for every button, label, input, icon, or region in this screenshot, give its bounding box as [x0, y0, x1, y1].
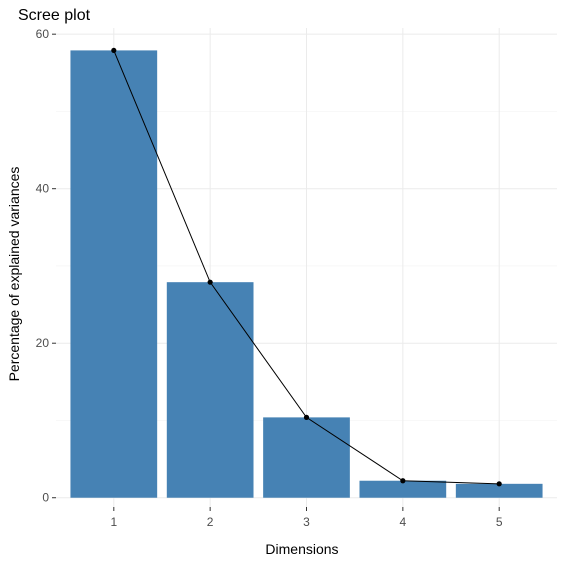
bars [70, 50, 543, 498]
bar-dimension-4 [359, 480, 447, 498]
point-dimension-3 [303, 414, 310, 420]
bar-dimension-1 [70, 50, 158, 498]
x-tick-label: 4 [400, 515, 407, 529]
x-tick-label: 5 [496, 515, 503, 529]
chart-title: Scree plot [18, 7, 91, 24]
point-dimension-5 [496, 481, 502, 487]
x-tick-label: 1 [110, 515, 117, 529]
bar-dimension-2 [166, 282, 254, 498]
point-dimension-2 [207, 279, 213, 285]
y-axis-title: Percentage of explained variances [6, 167, 22, 382]
y-tick-label: 0 [42, 491, 49, 505]
x-axis-ticks: 1 2 3 4 5 [110, 507, 503, 529]
x-axis-title: Dimensions [265, 541, 338, 557]
y-tick-label: 20 [36, 336, 50, 350]
x-tick-label: 3 [303, 515, 310, 529]
point-dimension-4 [400, 478, 406, 484]
y-tick-label: 40 [36, 182, 50, 196]
x-tick-label: 2 [207, 515, 214, 529]
bar-dimension-5 [455, 483, 543, 498]
point-dimension-1 [111, 47, 117, 54]
y-axis-ticks: 0 20 40 60 [36, 27, 56, 505]
bar-dimension-3 [263, 417, 350, 498]
overlay-points [111, 47, 502, 487]
y-tick-label: 60 [36, 27, 50, 41]
